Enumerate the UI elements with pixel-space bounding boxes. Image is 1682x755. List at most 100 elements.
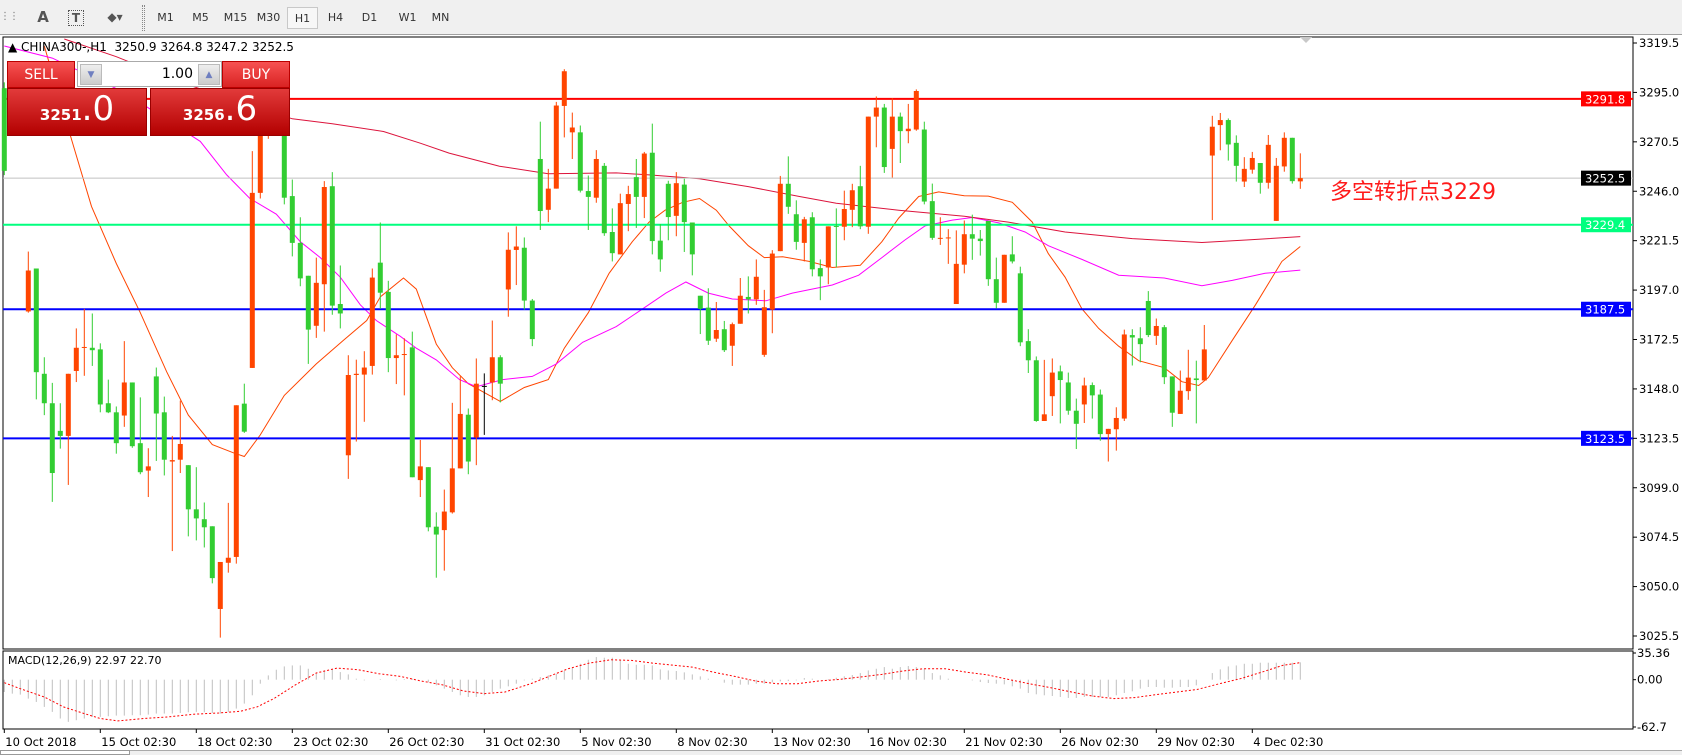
candle (329, 172, 335, 315)
price-level-label-bg (1581, 430, 1631, 446)
lot-size-input[interactable]: 1.00 (104, 64, 197, 85)
candle-body (681, 184, 687, 223)
timeframe-m30[interactable]: M30 (256, 11, 281, 24)
macd-label: MACD(12,26,9) 22.97 22.70 (8, 654, 162, 667)
candle-body (953, 263, 959, 305)
candle-body (633, 177, 639, 197)
candle (1241, 157, 1247, 188)
buy-button[interactable]: BUY (222, 61, 290, 88)
candle (1113, 407, 1119, 451)
chart-tab[interactable] (0, 750, 130, 755)
candle (369, 268, 375, 375)
price-tick-label: 3148.0 (1639, 382, 1679, 396)
timeframe-m15[interactable]: M15 (223, 11, 248, 24)
candle-body (393, 355, 399, 359)
candle-body (1001, 254, 1007, 303)
candle (361, 351, 367, 422)
candle (193, 467, 199, 541)
candle-body (321, 187, 327, 285)
candle (1129, 329, 1135, 366)
candle (1257, 163, 1263, 194)
timeframe-h1[interactable]: H1 (287, 7, 318, 29)
candle (689, 222, 695, 276)
candle-body (401, 354, 407, 356)
time-tick-label: 26 Nov 02:30 (1061, 735, 1139, 749)
price-tick-label: 3319.5 (1639, 36, 1679, 50)
shapes-icon[interactable]: ◆▾ (107, 10, 123, 24)
candle (609, 208, 615, 262)
candle-body (33, 268, 39, 373)
text-icon[interactable]: A (37, 8, 49, 26)
candle (753, 259, 759, 305)
candle-body (817, 268, 823, 277)
timeframe-d1[interactable]: D1 (361, 11, 378, 24)
candle-body (545, 188, 551, 210)
text-label-icon[interactable]: T (66, 6, 86, 28)
timeframe-m5[interactable]: M5 (192, 11, 209, 24)
candle-body (1121, 334, 1127, 419)
candle (1233, 135, 1239, 182)
candle (921, 121, 927, 205)
candle-body (1089, 385, 1095, 396)
grid-icon[interactable]: ⋮⋮ (0, 11, 19, 22)
timeframe-w1[interactable]: W1 (398, 11, 417, 24)
candle (585, 175, 591, 230)
candle-body (329, 186, 335, 306)
timeframe-m1[interactable]: M1 (157, 11, 174, 24)
candle-body (873, 107, 879, 117)
candle (313, 257, 319, 338)
candle-body (49, 403, 55, 474)
candle (1225, 118, 1231, 161)
candle-body (489, 357, 495, 383)
candle-body (1097, 394, 1103, 435)
candle-body (729, 324, 735, 346)
timeframe-h4[interactable]: H4 (327, 11, 344, 24)
macd-tick-label: 0.00 (1637, 673, 1663, 687)
candle (449, 402, 455, 514)
timeframe-mn[interactable]: MN (431, 11, 450, 24)
candle (353, 359, 359, 442)
candle (553, 101, 559, 189)
lot-increase-button[interactable]: ▲ (198, 64, 220, 85)
candle (417, 439, 423, 498)
candle-body (1057, 371, 1063, 381)
candle-body (497, 357, 503, 384)
candle-body (1257, 163, 1263, 183)
candle (385, 280, 391, 373)
chart-annotation[interactable]: 多空转折点3229 (1330, 180, 1496, 205)
candle (937, 217, 943, 245)
candle-body (1017, 273, 1023, 343)
candle (1041, 359, 1047, 421)
candle-body (841, 208, 847, 227)
candle (497, 355, 503, 403)
chart-shift-marker-icon[interactable] (1300, 37, 1312, 43)
price-tick-label: 3221.5 (1639, 234, 1679, 248)
time-tick-label: 18 Oct 02:30 (197, 735, 272, 749)
candle (73, 328, 79, 383)
price-level-label: 3123.5 (1581, 430, 1631, 446)
candle-body (1201, 349, 1207, 381)
candle-body (297, 242, 303, 279)
candle-body (1249, 157, 1255, 170)
candle (1289, 137, 1295, 184)
lot-decrease-button[interactable]: ▼ (80, 64, 102, 85)
candle (241, 383, 247, 433)
collapse-triangle-icon[interactable]: ▲ (8, 40, 22, 54)
candle-body (617, 203, 623, 255)
candle (601, 163, 607, 236)
candle-body (153, 376, 159, 414)
candle (1081, 377, 1087, 424)
candle (177, 400, 183, 474)
candle-body (473, 383, 479, 438)
candle-body (369, 277, 375, 366)
candle (289, 179, 295, 257)
candle-body (385, 291, 391, 359)
moving-averages (4, 38, 1301, 458)
buy-price-button[interactable]: 3256.6 (150, 88, 290, 136)
candle (777, 175, 783, 252)
sell-button[interactable]: SELL (7, 61, 75, 88)
candle (249, 151, 255, 368)
sell-price-button[interactable]: 3251.0 (7, 88, 147, 136)
candle-body (257, 127, 263, 193)
